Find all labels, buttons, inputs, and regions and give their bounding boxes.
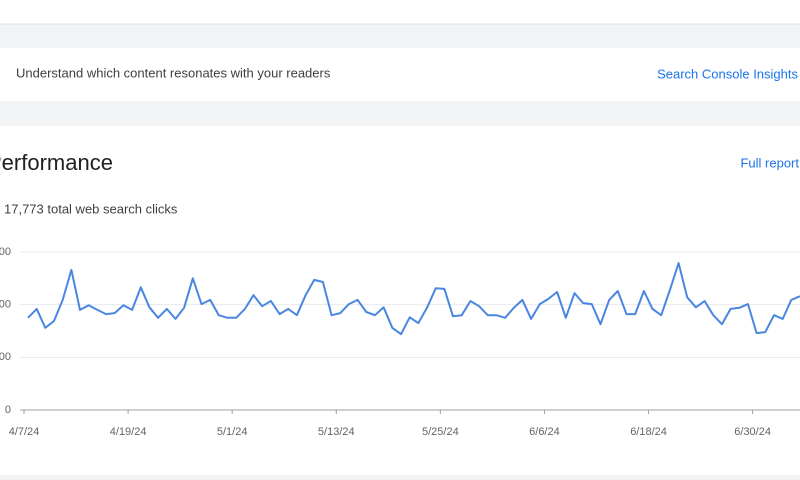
clicks-summary: 17,773 total web search clicks: [4, 201, 178, 216]
insights-text: Understand which content resonates with …: [16, 65, 331, 80]
x-tick-label: 6/6/24: [529, 426, 560, 438]
full-report-link[interactable]: Full report: [740, 155, 799, 170]
chart: 0 100 200 300 4/7/24 4/19/24 5/1/24 5/13/24 5/25…: [0, 246, 800, 438]
x-tick-label: 5/13/24: [318, 426, 355, 438]
x-tick-label: 5/1/24: [217, 426, 248, 438]
insights-link[interactable]: Search Console Insights: [657, 66, 798, 81]
insights-card: [0, 48, 800, 101]
x-tick-label: 5/25/24: [422, 426, 459, 438]
x-tick-label: 4/7/24: [9, 426, 40, 438]
y-tick-label: 200: [0, 299, 11, 311]
top-bar: [0, 0, 800, 24]
performance-title: Performance: [0, 150, 113, 175]
y-tick-label: 0: [5, 404, 11, 416]
x-tick-label: 6/18/24: [630, 426, 667, 438]
y-tick-label: 300: [0, 246, 11, 258]
x-tick-label: 4/19/24: [110, 426, 147, 438]
x-tick-label: 6/30/24: [734, 426, 771, 438]
y-tick-label: 100: [0, 351, 11, 363]
performance-card: [0, 126, 800, 475]
clicks-line: [27, 262, 800, 336]
